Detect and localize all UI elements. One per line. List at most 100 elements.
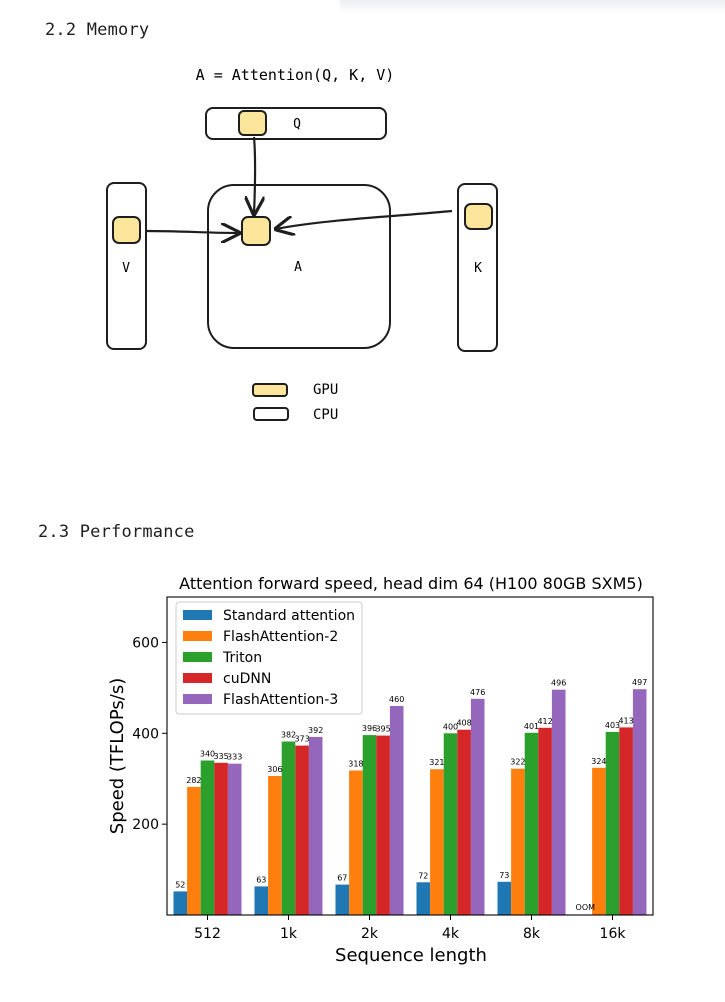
bar-0-0	[173, 891, 188, 915]
gpu-legend-label: GPU	[313, 382, 338, 398]
plot-frame	[166, 596, 654, 916]
bar-1-3	[430, 769, 444, 915]
bar-3-3	[457, 729, 471, 915]
bar-value-label-2-3: 400	[443, 722, 458, 731]
memory-section-title: 2.2 Memory	[45, 20, 150, 40]
bar-value-label-4-1: 392	[308, 726, 323, 735]
bar-0-1	[254, 886, 269, 915]
legend-label-0: Standard attention	[223, 608, 355, 624]
bar-value-label-2-0: 340	[200, 750, 215, 759]
legend-label-3: cuDNN	[223, 671, 271, 687]
bar-4-0	[227, 763, 242, 915]
x-tick-label-5: 16k	[600, 926, 627, 942]
q-gpu-block	[238, 110, 267, 136]
top-shadow	[340, 0, 725, 14]
bar-value-label-3-1: 373	[294, 735, 309, 744]
bar-value-label-4-0: 333	[227, 753, 242, 762]
bar-value-label-0-1: 63	[256, 875, 266, 884]
bar-2-1	[281, 741, 296, 915]
k-to-a-arrow	[276, 209, 453, 229]
bar-4-5	[632, 689, 647, 915]
q-label: Q	[293, 117, 301, 132]
bar-value-label-1-0: 282	[186, 776, 201, 785]
bar-0-2	[335, 884, 350, 915]
legend-swatch-2	[183, 652, 212, 662]
x-axis-label: Sequence length	[335, 945, 487, 966]
bar-3-0	[214, 762, 228, 915]
bar-1-1	[268, 776, 282, 915]
bars-layer	[173, 689, 647, 915]
legend-label-4: FlashAttention-3	[223, 692, 338, 708]
bar-2-4	[524, 732, 539, 915]
bar-value-label-1-5: 324	[591, 757, 606, 766]
bar-value-label-4-5: 497	[632, 678, 647, 687]
bar-3-2	[376, 735, 390, 915]
bar-value-label-2-5: 403	[605, 721, 620, 730]
bar-value-label-4-3: 476	[470, 688, 485, 697]
q-to-a-arrow	[254, 136, 255, 214]
bar-4-2	[389, 706, 404, 915]
x-tick-label-1: 1k	[280, 926, 298, 942]
v-label: V	[122, 261, 130, 276]
a-gpu-block	[241, 216, 271, 246]
x-tick-label-2: 2k	[361, 926, 379, 942]
bar-value-label-3-2: 395	[375, 725, 390, 734]
y-tick-label-0: 200	[132, 817, 159, 833]
bar-1-0	[187, 786, 201, 915]
bar-value-label-3-0: 335	[213, 752, 228, 761]
bar-4-1	[308, 736, 323, 915]
legend-box	[175, 601, 363, 715]
x-tick-label-3: 4k	[442, 926, 460, 942]
bar-value-label-2-2: 396	[362, 724, 377, 733]
bar-value-label-0-5: OOM	[576, 903, 596, 912]
bar-value-label-0-4: 73	[499, 871, 509, 880]
chart-legend: Standard attention FlashAttention-2 Triton…	[175, 601, 363, 715]
k-label: K	[474, 261, 482, 276]
y-tick-label-2: 600	[132, 635, 159, 651]
bar-1-5	[592, 767, 606, 915]
legend-swatch-3	[183, 673, 212, 683]
bar-1-2	[349, 770, 363, 915]
bar-0-4	[497, 881, 512, 915]
chart-title: Attention forward speed, head dim 64 (H1…	[179, 574, 643, 593]
v-gpu-block	[112, 216, 141, 244]
legend-label-2: Triton	[222, 650, 262, 666]
bar-value-label-4-2: 460	[389, 695, 404, 704]
bar-3-4	[538, 727, 552, 915]
data-labels-layer: 52 63 67 72 73 OOM 282 306 318 321 322 324 340 382 396…	[175, 678, 647, 912]
bar-value-label-1-1: 306	[267, 765, 282, 774]
gpu-legend-swatch	[252, 383, 288, 397]
bar-value-label-2-4: 401	[524, 722, 539, 731]
bar-3-1	[295, 745, 309, 915]
bar-4-3	[470, 698, 485, 915]
bar-2-5	[605, 731, 620, 915]
bar-1-4	[511, 768, 525, 915]
bar-0-3	[416, 882, 431, 915]
legend-swatch-0	[183, 610, 212, 620]
bar-2-3	[443, 733, 458, 915]
bar-3-5	[619, 727, 633, 915]
bar-value-label-3-3: 408	[456, 719, 471, 728]
bar-value-label-0-3: 72	[418, 871, 428, 880]
y-axis: 200 400 600	[132, 635, 167, 833]
bar-2-2	[362, 735, 377, 915]
bar-value-label-1-2: 318	[348, 760, 363, 769]
x-axis: 512 1k 2k 4k 8k 16k	[194, 915, 626, 942]
bar-value-label-0-0: 52	[175, 880, 185, 889]
performance-section-title: 2.3 Performance	[38, 522, 195, 542]
bar-value-label-1-3: 321	[429, 758, 444, 767]
bar-value-label-2-1: 382	[281, 731, 296, 740]
bar-value-label-3-4: 412	[537, 717, 552, 726]
attention-equation: A = Attention(Q, K, V)	[196, 66, 395, 84]
legend-label-1: FlashAttention-2	[223, 629, 338, 645]
bar-value-label-4-4: 496	[551, 679, 566, 688]
bar-value-label-3-5: 413	[618, 716, 633, 725]
k-gpu-block	[464, 203, 493, 230]
bar-value-label-0-2: 67	[337, 874, 347, 883]
bar-value-label-1-4: 322	[510, 758, 525, 767]
legend-swatch-1	[183, 631, 212, 641]
a-label: A	[294, 260, 302, 275]
x-tick-label-0: 512	[194, 926, 221, 942]
x-tick-label-4: 8k	[523, 926, 541, 942]
v-to-a-arrow	[145, 231, 239, 233]
